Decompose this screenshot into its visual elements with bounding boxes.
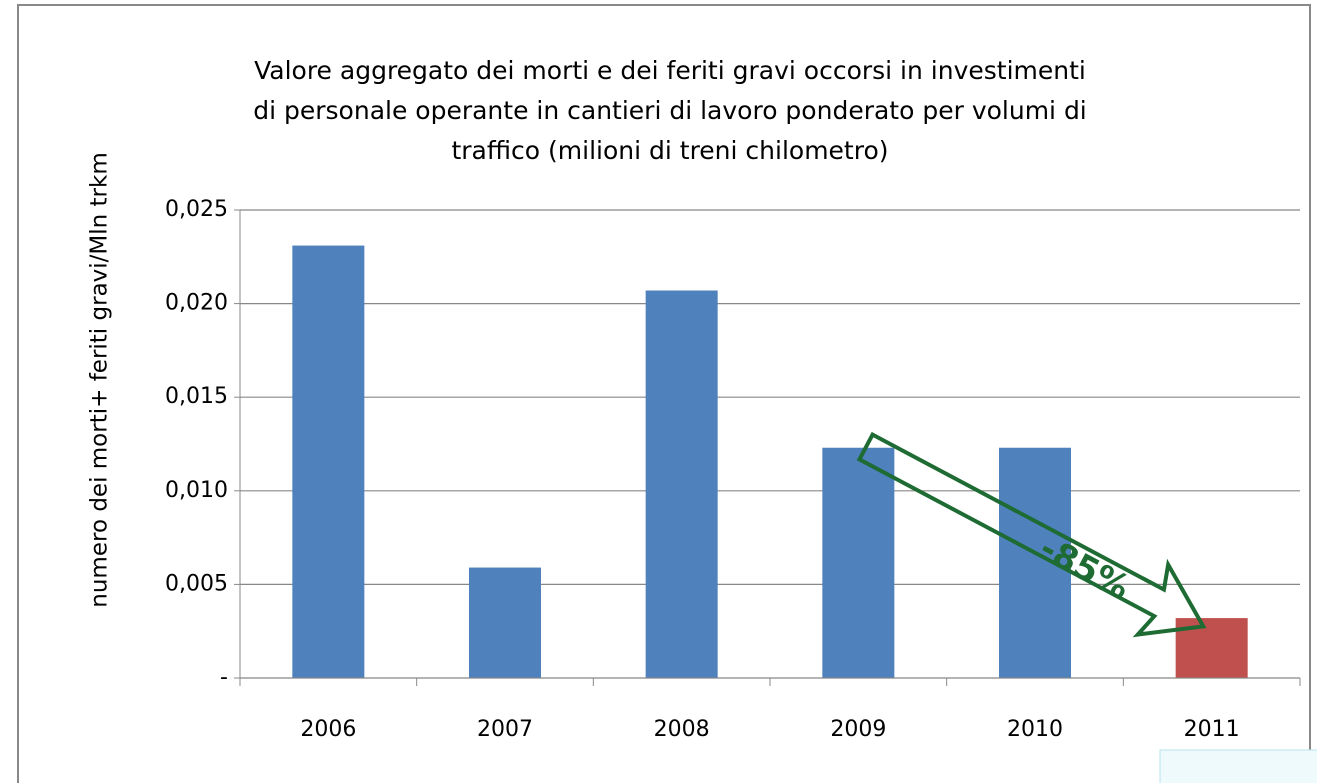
- chart-title: di personale operante in cantieri di lav…: [253, 96, 1087, 125]
- bar: [999, 447, 1071, 678]
- chart-title: traffico (milioni di treni chilometro): [451, 136, 888, 165]
- y-tick-label: 0,010: [165, 478, 228, 503]
- arrow-shape: [856, 431, 1207, 638]
- bar: [822, 447, 895, 678]
- x-tick-label: 2009: [830, 717, 886, 742]
- plot-area: - 0,005 0,010 0,015 0,020 0,025 2006 2007 2008 20…: [165, 197, 1301, 742]
- y-tick-label: 0,020: [165, 291, 228, 316]
- x-tick-label: 2007: [477, 717, 533, 742]
- bar: [469, 567, 541, 678]
- overlay-box: [1159, 749, 1317, 783]
- x-tick-label: 2008: [654, 717, 710, 742]
- x-tick-label: 2006: [300, 717, 356, 742]
- y-tick-label: 0,005: [165, 571, 228, 596]
- y-tick-label: 0,015: [165, 384, 228, 409]
- y-axis-label: numero dei morti+ feriti gravi/Mln trkm: [87, 152, 113, 607]
- bar: [645, 290, 718, 678]
- y-tick-label: 0,025: [165, 197, 228, 222]
- y-tick-label: -: [220, 665, 228, 690]
- bar: [292, 245, 365, 678]
- chart-title: Valore aggregato dei morti e dei feriti …: [254, 56, 1086, 85]
- x-tick-label: 2010: [1007, 717, 1063, 742]
- x-tick-label: 2011: [1184, 717, 1240, 742]
